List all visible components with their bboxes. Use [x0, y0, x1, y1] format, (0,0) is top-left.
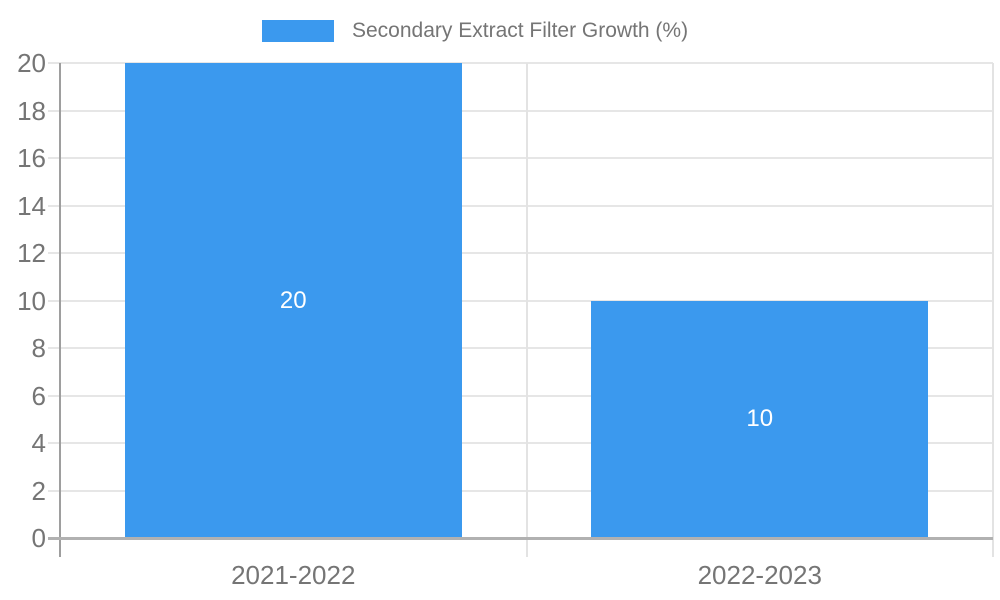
legend[interactable]: Secondary Extract Filter Growth (%): [262, 20, 688, 42]
gridline: [48, 442, 993, 444]
bar[interactable]: [124, 63, 462, 538]
gridline: [48, 109, 993, 112]
gridline: [48, 204, 993, 207]
bar-value-label: 10: [746, 405, 774, 433]
category-divider: [992, 63, 994, 557]
x-tick-label: 2021-2022: [231, 560, 356, 590]
y-tick-label: 18: [17, 95, 46, 126]
legend-label: Secondary Extract Filter Growth (%): [352, 19, 689, 42]
x-tick-label: 2022-2023: [697, 560, 822, 590]
y-tick-label: 10: [17, 285, 46, 316]
category-divider: [525, 63, 528, 557]
y-tick-label: 4: [31, 428, 46, 458]
gridline: [48, 252, 993, 254]
bar[interactable]: [591, 300, 929, 538]
y-tick-label: 14: [17, 190, 46, 221]
y-axis-line: [59, 63, 61, 557]
legend-swatch: [262, 20, 334, 42]
gridline: [48, 347, 993, 349]
gridline: [48, 299, 993, 302]
x-axis-line: [48, 536, 993, 540]
gridline: [48, 489, 993, 492]
y-tick-label: 8: [31, 333, 46, 363]
y-tick-label: 12: [17, 238, 46, 268]
y-tick-label: 0: [31, 523, 46, 553]
gridline: [48, 394, 993, 397]
y-tick-label: 20: [17, 48, 46, 78]
bar-value-label: 20: [279, 286, 307, 314]
gridline: [48, 157, 993, 159]
y-tick-label: 2: [31, 475, 46, 506]
y-tick-label: 16: [17, 143, 46, 173]
gridline: [48, 62, 993, 64]
y-tick-label: 6: [31, 380, 46, 411]
